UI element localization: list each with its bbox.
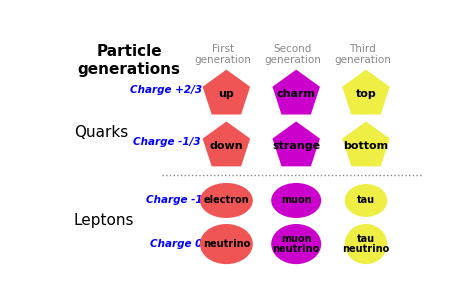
Text: Particle
generations: Particle generations: [78, 44, 181, 77]
Text: Charge +2/3: Charge +2/3: [130, 85, 202, 95]
Ellipse shape: [200, 224, 253, 264]
Polygon shape: [203, 121, 250, 166]
Text: Charge -1/3: Charge -1/3: [133, 136, 201, 147]
Text: down: down: [210, 141, 243, 151]
Text: Leptons: Leptons: [74, 213, 135, 228]
Ellipse shape: [200, 183, 253, 218]
Text: Second
generation: Second generation: [264, 44, 321, 65]
Polygon shape: [342, 70, 390, 114]
Ellipse shape: [271, 183, 321, 218]
Text: tau: tau: [357, 196, 375, 205]
Text: bottom: bottom: [344, 141, 389, 151]
Polygon shape: [203, 70, 250, 114]
Text: top: top: [356, 89, 376, 99]
Text: strange: strange: [272, 141, 320, 151]
Text: electron: electron: [203, 196, 249, 205]
Ellipse shape: [271, 224, 321, 264]
Text: up: up: [219, 89, 234, 99]
Text: Charge -1: Charge -1: [146, 196, 202, 205]
Text: muon
neutrino: muon neutrino: [273, 234, 320, 255]
Text: Charge 0: Charge 0: [150, 239, 202, 249]
Text: Third
generation: Third generation: [334, 44, 391, 65]
Ellipse shape: [345, 224, 387, 264]
Text: Quarks: Quarks: [74, 125, 128, 140]
Polygon shape: [273, 70, 320, 114]
Polygon shape: [342, 121, 390, 166]
Text: muon: muon: [281, 196, 311, 205]
Text: neutrino: neutrino: [203, 239, 250, 249]
Text: charm: charm: [277, 89, 316, 99]
Ellipse shape: [345, 184, 387, 217]
Text: tau
neutrino: tau neutrino: [342, 234, 390, 255]
Polygon shape: [273, 121, 320, 166]
Text: First
generation: First generation: [194, 44, 251, 65]
